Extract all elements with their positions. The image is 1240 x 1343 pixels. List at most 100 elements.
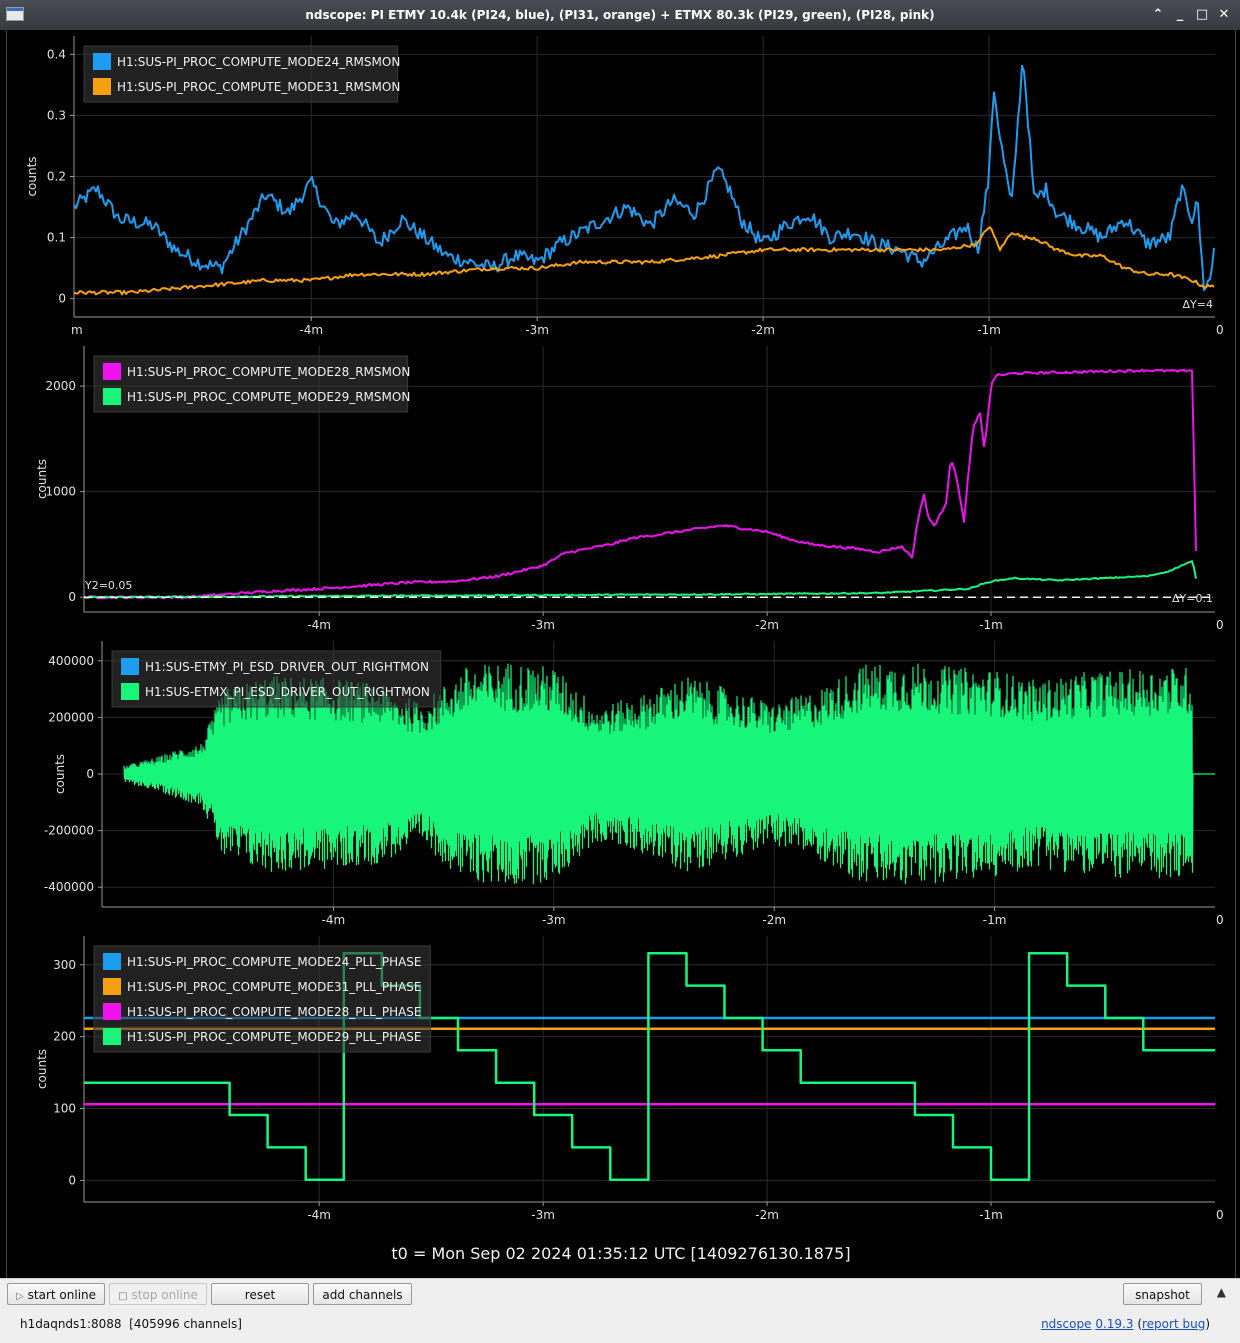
x-tick-label: -2m: [762, 913, 786, 927]
play-icon: ▷: [15, 1291, 24, 1302]
data-layer: [123, 663, 1215, 885]
y-tick-label: 0: [86, 767, 94, 781]
x-tick-label: -1m: [979, 1208, 1003, 1222]
start-online-label: start online: [27, 1288, 97, 1302]
plot-panel-4[interactable]: 0 100 200 300 -4m -3m -2m -1m 0 counts H1:SUS-PI_P…: [35, 936, 1224, 1222]
x-tick-label-right-partial: 0: [1216, 1208, 1224, 1222]
x-tick-label: -3m: [525, 323, 549, 337]
triangle-up-icon[interactable]: ▲: [1216, 1285, 1226, 1299]
y2-cursor-label: Y2=0.05: [84, 579, 132, 592]
series-line-etmx-esd: [123, 663, 1215, 885]
legend-swatch: [121, 658, 139, 675]
legend-label: H1:SUS-PI_PROC_COMPUTE_MODE31_PLL_PHASE: [127, 980, 422, 994]
status-bar: h1daqnds1:8088 [405996 channels] ndscope…: [0, 1310, 1240, 1343]
minimize-icon[interactable]: _: [1176, 7, 1184, 22]
plots-canvas[interactable]: 0 0.1 0.2 0.3 0.4 -4m -3m -2m -1m m 0 counts ΔY=4 H1:…: [7, 30, 1235, 1278]
y-tick-label: 400000: [48, 654, 94, 668]
y-tick-label: 200: [53, 1030, 76, 1044]
legend-swatch: [103, 953, 121, 970]
legend-swatch: [103, 363, 121, 380]
y-tick-label: 0: [68, 1173, 76, 1187]
series-line-1: [84, 368, 1197, 600]
x-tick-label: -2m: [755, 618, 779, 632]
add-channels-button[interactable]: add channels: [313, 1283, 412, 1305]
x-tick-label-right-partial: 0: [1216, 323, 1224, 337]
y-tick-label: 100: [53, 1102, 76, 1116]
server-address: h1daqnds1:8088: [20, 1317, 122, 1331]
plot-panel-2[interactable]: 0 1000 2000 -4m -3m -2m -1m 0 counts Y2=0.05 ΔY=0.…: [35, 346, 1224, 632]
legend-label: H1:SUS-PI_PROC_COMPUTE_MODE24_RMSMON: [117, 55, 400, 69]
legend: H1:SUS-PI_PROC_COMPUTE_MODE24_PLL_PHASE H…: [93, 945, 431, 1053]
legend-swatch: [103, 1003, 121, 1020]
data-layer: [84, 368, 1197, 600]
snapshot-button[interactable]: snapshot: [1123, 1283, 1202, 1305]
channel-count: [405996 channels]: [129, 1317, 242, 1331]
legend: H1:SUS-PI_PROC_COMPUTE_MODE24_RMSMON H1:S…: [83, 45, 400, 103]
close-icon[interactable]: ✕: [1218, 7, 1230, 22]
y-tick-label: 0: [68, 590, 76, 604]
paren-open: (: [1137, 1317, 1142, 1331]
y-tick-label: 200000: [48, 710, 94, 724]
legend: H1:SUS-ETMY_PI_ESD_DRIVER_OUT_RIGHTMON H1…: [111, 650, 442, 708]
legend-label: H1:SUS-ETMY_PI_ESD_DRIVER_OUT_RIGHTMON: [145, 660, 429, 674]
stop-online-label: stop online: [131, 1288, 198, 1302]
stop-online-button[interactable]: □ stop online: [109, 1283, 207, 1305]
legend-label: H1:SUS-PI_PROC_COMPUTE_MODE28_RMSMON: [127, 365, 410, 379]
app-window-icon[interactable]: [6, 7, 24, 21]
legend-swatch: [93, 78, 111, 95]
legend-label: H1:SUS-PI_PROC_COMPUTE_MODE29_PLL_PHASE: [127, 1030, 422, 1044]
y-tick-label: 300: [53, 958, 76, 972]
plot-area: 0 0.1 0.2 0.3 0.4 -4m -3m -2m -1m m 0 counts ΔY=4 H1:…: [6, 30, 1236, 1278]
y-tick-label: 0.4: [47, 47, 66, 61]
x-tick-label: -1m: [977, 323, 1001, 337]
version-link[interactable]: 0.19.3: [1095, 1317, 1134, 1331]
legend-swatch: [121, 683, 139, 700]
legend-box: [83, 45, 399, 103]
y-tick-label: 0: [58, 292, 66, 306]
y-tick-label: 0.3: [47, 108, 66, 122]
legend-box: [111, 650, 442, 708]
y-axis-label: counts: [25, 156, 39, 196]
ndscope-link[interactable]: ndscope: [1041, 1317, 1092, 1331]
y-tick-label: 2000: [45, 379, 76, 393]
series-line-2: [84, 560, 1197, 599]
y-tick-label: 1000: [45, 485, 76, 499]
window-title: ndscope: PI ETMY 10.4k (PI24, blue), (PI…: [305, 8, 935, 22]
y-axis-label: counts: [53, 754, 67, 794]
legend-swatch: [93, 53, 111, 70]
delta-y-cursor-label: ΔY=0.1: [1172, 592, 1213, 605]
report-bug-link[interactable]: report bug: [1142, 1317, 1206, 1331]
legend: H1:SUS-PI_PROC_COMPUTE_MODE28_RMSMON H1:S…: [93, 355, 410, 413]
series-line-1: [74, 64, 1215, 292]
x-tick-label: -3m: [542, 913, 566, 927]
plot-panel-3[interactable]: -400000 -200000 0 200000 400000 -4m -3m -2m -1m 0…: [44, 641, 1224, 927]
maximize-icon[interactable]: □: [1195, 7, 1209, 22]
y-tick-label: 0.1: [47, 231, 66, 245]
legend-swatch: [103, 1028, 121, 1045]
legend-swatch: [103, 978, 121, 995]
x-tick-label: -4m: [307, 1208, 331, 1222]
x-tick-label: -4m: [322, 913, 346, 927]
x-tick-label-right-partial: 0: [1216, 618, 1224, 632]
server-status: h1daqnds1:8088 [405996 channels]: [20, 1317, 242, 1331]
legend-label: H1:SUS-PI_PROC_COMPUTE_MODE28_PLL_PHASE: [127, 1005, 422, 1019]
toolbar: ▷ start online □ stop online reset add cha…: [0, 1278, 1240, 1311]
legend-label: H1:SUS-PI_PROC_COMPUTE_MODE31_RMSMON: [117, 80, 400, 94]
legend-swatch: [103, 388, 121, 405]
reset-button[interactable]: reset: [211, 1283, 309, 1305]
shade-icon[interactable]: ⌃: [1152, 7, 1164, 22]
t0-label: t0 = Mon Sep 02 2024 01:35:12 UTC [14092…: [391, 1244, 850, 1263]
y-axis-label: counts: [35, 459, 49, 499]
legend-label: H1:SUS-PI_PROC_COMPUTE_MODE29_RMSMON: [127, 390, 410, 404]
x-tick-label: -3m: [531, 1208, 555, 1222]
y-tick-label: 0.2: [47, 170, 66, 184]
legend-label: H1:SUS-ETMX_PI_ESD_DRIVER_OUT_RIGHTMON: [145, 685, 430, 699]
legend-label: H1:SUS-PI_PROC_COMPUTE_MODE24_PLL_PHASE: [127, 955, 422, 969]
x-tick-label: -2m: [755, 1208, 779, 1222]
y-axis-label: counts: [35, 1049, 49, 1089]
x-tick-label: -4m: [299, 323, 323, 337]
start-online-button[interactable]: ▷ start online: [7, 1283, 105, 1305]
plot-panel-1[interactable]: 0 0.1 0.2 0.3 0.4 -4m -3m -2m -1m m 0 counts ΔY=4 H1:…: [25, 36, 1224, 337]
x-tick-label: -1m: [983, 913, 1007, 927]
stop-icon: □: [118, 1291, 128, 1302]
